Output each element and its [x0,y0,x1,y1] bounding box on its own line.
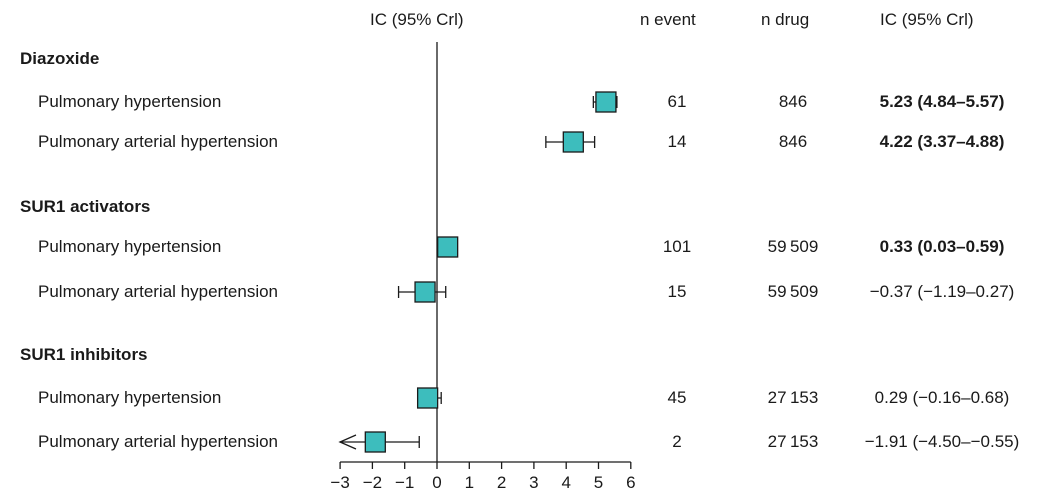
n-drug-value: 27 153 [767,388,819,407]
point-marker [437,236,459,258]
group-title: Diazoxide [20,49,100,68]
n-event-value: 101 [662,237,692,256]
n-event-value: 45 [667,388,687,407]
x-tick-label: 6 [626,473,635,492]
row-label: Pulmonary hypertension [38,237,222,256]
point-marker [414,281,436,303]
x-tick-label: 1 [465,473,474,492]
row-label: Pulmonary hypertension [38,92,222,111]
header-n-event: n event [640,10,696,29]
n-event-value: 14 [667,132,687,151]
point-marker [562,131,584,153]
row-label: Pulmonary hypertension [38,388,222,407]
point-marker [364,431,386,453]
x-tick-label: −3 [330,473,349,492]
n-drug-value: 846 [778,132,808,151]
x-tick-label: −2 [363,473,382,492]
ic-value: −1.91 (−4.50–−0.55) [864,432,1020,451]
x-tick-label: −1 [395,473,414,492]
header-plot-label: IC (95% Crl) [370,10,464,29]
n-event-value: 2 [672,432,682,451]
group-title: SUR1 activators [20,197,151,216]
point-marker [416,387,439,409]
group-title: SUR1 inhibitors [20,345,148,364]
ic-value: 0.33 (0.03–0.59) [879,237,1005,256]
n-event-value: 15 [667,282,687,301]
x-tick-label: 5 [594,473,603,492]
ci-arrow [338,434,357,450]
row-label: Pulmonary arterial hypertension [38,432,279,451]
x-tick-label: 3 [529,473,538,492]
row-label: Pulmonary arterial hypertension [38,282,279,301]
x-tick-label: 2 [497,473,506,492]
n-event-value: 61 [667,92,687,111]
n-drug-value: 846 [778,92,808,111]
ic-value: 4.22 (3.37–4.88) [879,132,1005,151]
n-drug-value: 27 153 [767,432,819,451]
ic-value: 5.23 (4.84–5.57) [879,92,1005,111]
x-tick-label: 4 [561,473,570,492]
header-n-drug: n drug [761,10,810,29]
row-label: Pulmonary arterial hypertension [38,132,279,151]
n-drug-value: 59 509 [767,237,819,256]
point-marker [595,91,617,113]
ic-value: −0.37 (−1.19–0.27) [869,282,1015,301]
ic-value: 0.29 (−0.16–0.68) [874,388,1010,407]
header-ic-label: IC (95% Crl) [880,10,974,29]
x-tick-label: 0 [432,473,441,492]
n-drug-value: 59 509 [767,282,819,301]
